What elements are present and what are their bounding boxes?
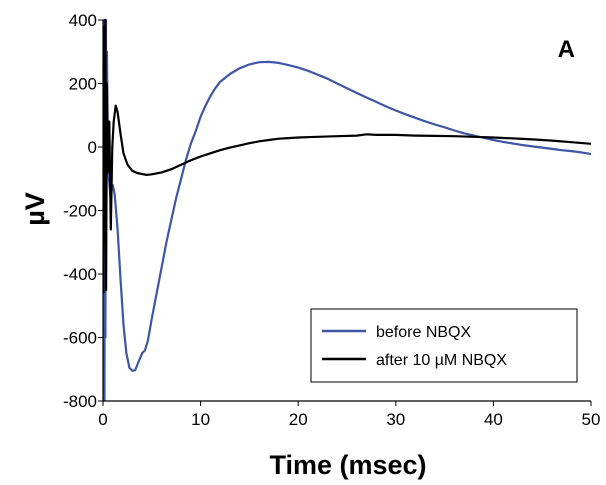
- legend: before NBQX after 10 µM NBQX: [310, 308, 578, 383]
- x-axis-title: Time (msec): [269, 450, 426, 480]
- y-tick-label: -800: [63, 392, 97, 411]
- y-tick-label: 400: [69, 11, 97, 30]
- x-tick-label: 30: [386, 410, 405, 429]
- y-tick-label: 0: [88, 138, 97, 157]
- y-tick-label: -200: [63, 202, 97, 221]
- x-tick-label: 0: [98, 410, 107, 429]
- x-tick-label: 10: [191, 410, 210, 429]
- x-tick-label: 40: [484, 410, 503, 429]
- plot-area: [103, 18, 591, 401]
- legend-label-1: before NBQX: [376, 324, 471, 341]
- y-tick-label: 200: [69, 75, 97, 94]
- legend-label-2: after 10 µM NBQX: [376, 352, 507, 369]
- y-tick-label: -600: [63, 329, 97, 348]
- x-tick-label: 20: [289, 410, 308, 429]
- x-tick-label: 50: [582, 410, 601, 429]
- y-axis: 400 200 0 -200 -400 -600 -800: [63, 11, 104, 411]
- series-line-2: [103, 18, 591, 294]
- legend-box: [310, 308, 578, 383]
- series-line-1: [103, 18, 591, 401]
- y-axis-title: µV: [20, 192, 50, 226]
- panel-label: A: [558, 36, 575, 63]
- x-axis: 0 10 20 30 40 50: [98, 400, 601, 429]
- y-tick-label: -400: [63, 265, 97, 284]
